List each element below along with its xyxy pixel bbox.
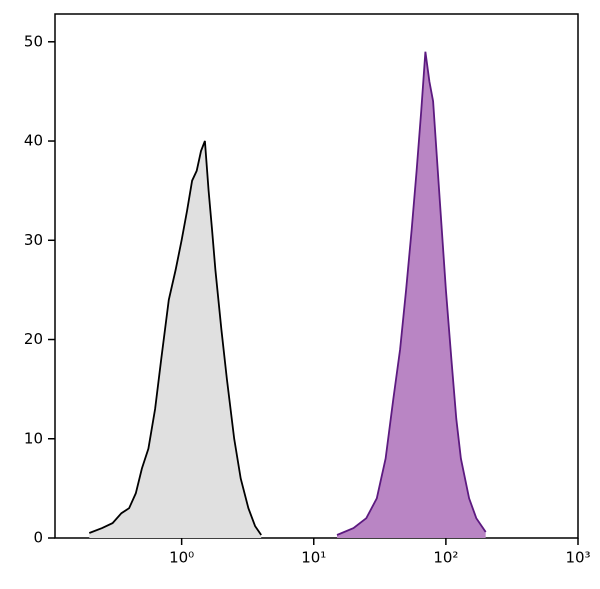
x-tick-label: 10¹ [301, 549, 326, 567]
area-fill [337, 51, 486, 538]
histogram-line [336, 51, 487, 536]
x-tick-label: 10⁰ [169, 549, 194, 567]
y-tick-label: 20 [24, 330, 43, 348]
y-tick-label: 0 [33, 529, 43, 547]
y-tick-label: 30 [24, 231, 43, 249]
x-tick-label: 10³ [565, 549, 590, 567]
y-tick-label: 50 [24, 32, 43, 50]
histogram-line [88, 140, 262, 536]
x-tick-label: 10² [433, 549, 458, 567]
area-fill [89, 141, 262, 538]
plot-frame [54, 13, 579, 539]
y-tick-label: 10 [24, 429, 43, 447]
y-tick-label: 40 [24, 132, 43, 150]
